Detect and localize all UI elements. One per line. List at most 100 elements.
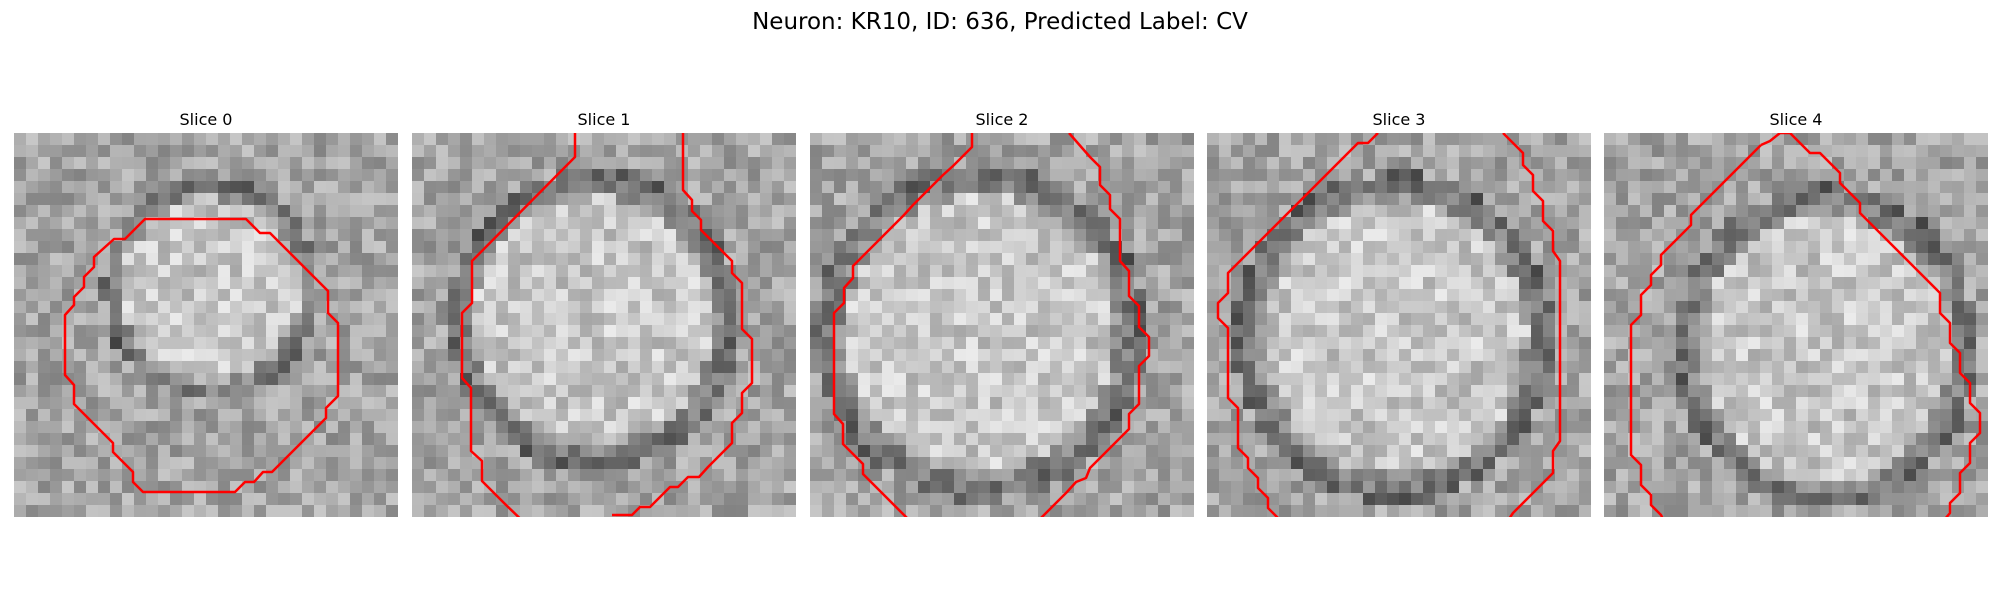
image-pixel	[1904, 433, 1917, 446]
image-pixel	[50, 433, 63, 446]
image-pixel	[170, 157, 183, 170]
image-pixel	[1976, 337, 1988, 350]
image-pixel	[326, 373, 339, 386]
image-pixel	[350, 409, 363, 422]
image-pixel	[942, 445, 955, 458]
image-pixel	[1243, 337, 1256, 350]
image-pixel	[38, 481, 51, 494]
image-pixel	[134, 325, 147, 338]
image-pixel	[62, 265, 75, 278]
image-pixel	[1760, 325, 1773, 338]
image-pixel	[1459, 289, 1472, 302]
image-pixel	[748, 325, 761, 338]
image-pixel	[1796, 229, 1809, 242]
image-pixel	[1555, 229, 1568, 242]
image-pixel	[1435, 289, 1448, 302]
image-pixel	[664, 493, 677, 506]
image-pixel	[302, 433, 315, 446]
image-pixel	[110, 169, 123, 182]
image-pixel	[1688, 289, 1701, 302]
image-pixel	[326, 337, 339, 350]
image-pixel	[1207, 265, 1220, 278]
image-pixel	[1868, 349, 1881, 362]
image-pixel	[338, 133, 351, 146]
image-pixel	[1832, 277, 1845, 290]
image-pixel	[170, 337, 183, 350]
image-pixel	[1904, 445, 1917, 458]
image-pixel	[1207, 217, 1220, 230]
image-pixel	[326, 229, 339, 242]
image-pixel	[1736, 277, 1749, 290]
image-pixel	[1327, 145, 1340, 158]
image-pixel	[990, 409, 1003, 422]
image-pixel	[1904, 421, 1917, 434]
image-pixel	[338, 193, 351, 206]
image-pixel	[1255, 421, 1268, 434]
image-pixel	[1207, 421, 1220, 434]
image-pixel	[664, 385, 677, 398]
image-pixel	[1182, 445, 1194, 458]
image-pixel	[966, 457, 979, 470]
image-pixel	[1964, 373, 1977, 386]
image-pixel	[194, 289, 207, 302]
image-pixel	[350, 193, 363, 206]
image-pixel	[50, 217, 63, 230]
image-pixel	[122, 265, 135, 278]
image-pixel	[1676, 253, 1689, 266]
image-pixel	[1014, 229, 1027, 242]
image-pixel	[906, 301, 919, 314]
image-pixel	[1182, 349, 1194, 362]
image-pixel	[1026, 361, 1039, 374]
image-pixel	[1471, 361, 1484, 374]
image-pixel	[50, 397, 63, 410]
image-pixel	[978, 433, 991, 446]
image-pixel	[206, 481, 219, 494]
image-pixel	[362, 457, 375, 470]
image-pixel	[508, 265, 521, 278]
image-pixel	[1303, 481, 1316, 494]
image-pixel	[158, 385, 171, 398]
image-pixel	[544, 205, 557, 218]
image-pixel	[1098, 361, 1111, 374]
image-pixel	[1507, 457, 1520, 470]
image-pixel	[1471, 469, 1484, 482]
image-pixel	[1543, 193, 1556, 206]
image-pixel	[484, 313, 497, 326]
image-pixel	[350, 337, 363, 350]
image-pixel	[1038, 469, 1051, 482]
image-pixel	[954, 205, 967, 218]
image-pixel	[1724, 445, 1737, 458]
image-pixel	[1134, 229, 1147, 242]
image-pixel	[1519, 265, 1532, 278]
image-pixel	[350, 373, 363, 386]
image-pixel	[870, 313, 883, 326]
image-pixel	[326, 169, 339, 182]
image-pixel	[1796, 457, 1809, 470]
image-pixel	[1074, 205, 1087, 218]
image-pixel	[1122, 313, 1135, 326]
image-pixel	[556, 241, 569, 254]
image-pixel	[846, 445, 859, 458]
image-pixel	[1916, 145, 1929, 158]
image-pixel	[1616, 145, 1629, 158]
image-pixel	[1483, 457, 1496, 470]
image-pixel	[544, 409, 557, 422]
image-pixel	[1182, 253, 1194, 266]
image-pixel	[1952, 445, 1965, 458]
image-pixel	[1543, 169, 1556, 182]
image-pixel	[26, 421, 39, 434]
image-pixel	[1146, 181, 1159, 194]
image-pixel	[834, 277, 847, 290]
image-pixel	[374, 301, 387, 314]
image-pixel	[134, 361, 147, 374]
image-pixel	[448, 409, 461, 422]
image-pixel	[556, 349, 569, 362]
image-pixel	[930, 481, 943, 494]
image-pixel	[14, 469, 27, 482]
slice-title: Slice 4	[1769, 110, 1823, 129]
image-pixel	[266, 133, 279, 146]
image-pixel	[1483, 445, 1496, 458]
image-pixel	[1856, 145, 1869, 158]
image-pixel	[1363, 409, 1376, 422]
image-pixel	[158, 481, 171, 494]
